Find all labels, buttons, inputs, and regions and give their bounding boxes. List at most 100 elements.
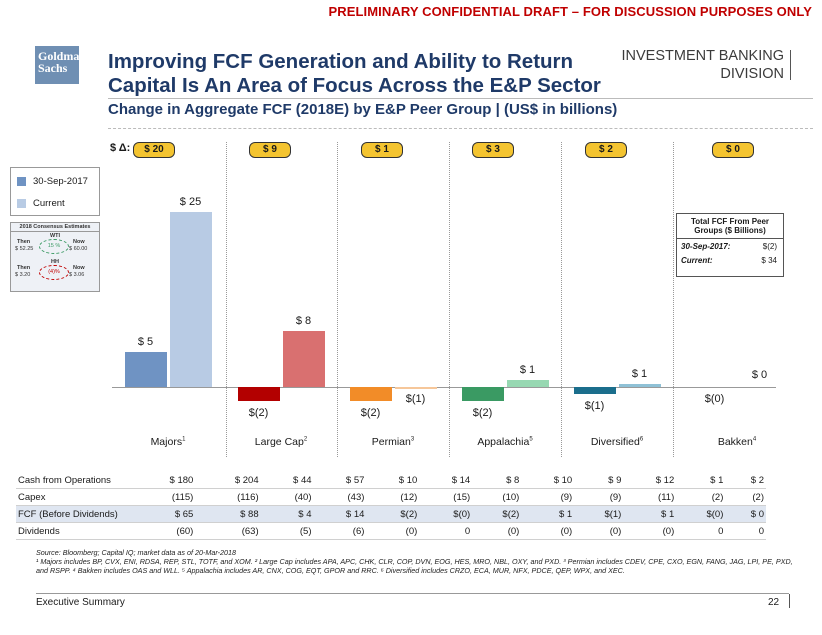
- table-row: Capex (115) (116) (40) (43) (12) (15) (10) (9) (9…: [16, 488, 766, 506]
- table-cell: (0): [623, 522, 677, 540]
- delta-pill-permian: $ 1: [361, 142, 403, 158]
- division-label: INVESTMENT BANKING DIVISION: [612, 47, 784, 83]
- legend-label-series1: 30-Sep-2017: [33, 176, 88, 187]
- delta-pill-bakken: $ 0: [712, 142, 754, 158]
- logo-line-1: Goldman: [38, 49, 87, 63]
- data-label-appalachia-series2: $ 1: [519, 364, 536, 376]
- bar-permian-series1: [349, 387, 392, 401]
- peer-total-box: Total FCF From Peer Groups ($ Billions) …: [676, 213, 784, 277]
- data-label-bakken-series2: $ 0: [751, 369, 768, 381]
- table-cell: (9): [521, 488, 575, 506]
- table-cell: (6): [313, 522, 367, 540]
- category-label-majors: Majors1: [150, 436, 186, 448]
- hh-change: (4)%: [39, 265, 69, 280]
- category-label-diversified: Diversified6: [590, 436, 644, 448]
- table-cell: (63): [195, 522, 261, 540]
- peer-row1-label: 30-Sep-2017:: [681, 242, 731, 251]
- title-rule: [108, 98, 813, 99]
- group-separator: [449, 142, 450, 457]
- bar-appalachia-series1: [461, 387, 504, 401]
- title-line-1: Improving FCF Generation and Ability to …: [108, 50, 574, 73]
- category-label-large-cap: Large Cap2: [254, 436, 308, 448]
- table-cell: $ 0: [725, 505, 766, 523]
- chart-legend: 30-Sep-2017 Current: [10, 167, 100, 216]
- consensus-title: 2018 Consensus Estimates: [11, 223, 99, 232]
- data-label-permian-series2: $(1): [405, 393, 426, 406]
- table-cell: (0): [366, 522, 420, 540]
- table-cell: (0): [521, 522, 575, 540]
- table-cell: (60): [130, 522, 196, 540]
- row-label: Capex: [16, 488, 130, 506]
- chart-baseline: [112, 387, 776, 388]
- table-cell: $ 65: [130, 505, 196, 523]
- subtitle-rule: [108, 128, 813, 129]
- table-cell: $ 180: [130, 472, 196, 489]
- table-cell: (116): [195, 488, 261, 506]
- table-cell: (5): [260, 522, 314, 540]
- wti-change: 15 %: [39, 239, 69, 254]
- peer-row1-value: $(2): [762, 242, 777, 251]
- division-line-1: INVESTMENT BANKING: [621, 48, 784, 64]
- bar-large-cap-series2: [282, 331, 325, 387]
- logo-line-2: Sachs: [38, 61, 68, 75]
- bar-diversified-series1: [573, 387, 616, 394]
- wti-then-label: Then: [17, 239, 31, 245]
- data-label-large-cap-series2: $ 8: [295, 315, 312, 327]
- table-cell: $ 204: [195, 472, 261, 489]
- table-cell: (9): [574, 488, 624, 506]
- table-cell: $(2): [366, 505, 420, 523]
- group-separator: [226, 142, 227, 457]
- data-label-bakken-series1: $(0): [704, 393, 725, 405]
- table-cell: $(0): [676, 505, 726, 523]
- table-cell: $ 9: [574, 472, 624, 489]
- data-label-permian-series1: $(2): [360, 407, 381, 419]
- row-label: Cash from Operations: [16, 472, 130, 489]
- table-cell: (43): [313, 488, 367, 506]
- category-label-permian: Permian3: [371, 436, 415, 448]
- table-cell: (2): [725, 488, 766, 506]
- financials-table: Cash from Operations $ 180 $ 204 $ 44 $ 57 $ …: [16, 472, 766, 540]
- table-cell: (12): [366, 488, 420, 506]
- wti-label: WTI: [49, 233, 61, 239]
- category-label-appalachia: Appalachia5: [477, 436, 533, 448]
- group-separator: [561, 142, 562, 457]
- data-label-large-cap-series1: $(2): [248, 407, 269, 419]
- wti-now-label: Now: [73, 239, 85, 245]
- table-cell: $ 57: [313, 472, 367, 489]
- table-cell: $ 88: [195, 505, 261, 523]
- table-row: Dividends (60) (63) (5) (6) (0) 0 (0) (0) (0) (0) 0…: [16, 522, 766, 540]
- hh-label: HH: [51, 259, 59, 265]
- division-line-2: DIVISION: [720, 66, 784, 82]
- table-cell: (10): [472, 488, 522, 506]
- division-divider: [790, 50, 791, 80]
- footnotes: ¹ Majors includes BP, CVX, ENI, RDSA, RE…: [36, 557, 793, 575]
- data-label-diversified-series2: $ 1: [631, 368, 648, 381]
- table-cell: $(0): [419, 505, 473, 523]
- table-cell: $ 8: [472, 472, 522, 489]
- bar-majors-series2: [169, 212, 212, 387]
- delta-pill-majors: $ 20: [133, 142, 175, 158]
- peer-row2-label: Current:: [681, 256, 713, 265]
- footer-section: Executive Summary: [36, 597, 125, 608]
- confidential-banner: PRELIMINARY CONFIDENTIAL DRAFT – FOR DIS…: [328, 4, 812, 19]
- wti-now-value: $ 60.00: [69, 246, 88, 252]
- row-label: Dividends: [16, 522, 130, 540]
- table-cell: $(1): [574, 505, 624, 523]
- delta-pill-appalachia: $ 3: [472, 142, 514, 158]
- data-label-appalachia-series1: $(2): [472, 407, 493, 419]
- legend-swatch-series1: [17, 177, 26, 186]
- page-subtitle: Change in Aggregate FCF (2018E) by E&P P…: [108, 101, 618, 118]
- table-cell: $ 1: [676, 472, 726, 489]
- legend-swatch-series2: [17, 199, 26, 208]
- bar-majors-series1: [124, 352, 167, 387]
- peer-row2-value: $ 34: [761, 256, 777, 265]
- delta-label: $ Δ:: [110, 142, 131, 154]
- title-line-2: Capital Is An Area of Focus Across the E…: [108, 74, 601, 97]
- table-cell: $ 14: [419, 472, 473, 489]
- peer-title-line-1: Total FCF From Peer: [690, 217, 770, 226]
- table-cell: (0): [574, 522, 624, 540]
- table-cell: (15): [419, 488, 473, 506]
- data-label-majors-series2: $ 25: [179, 196, 202, 208]
- hh-then-value: $ 3.20: [15, 272, 31, 278]
- table-cell: (115): [130, 488, 196, 506]
